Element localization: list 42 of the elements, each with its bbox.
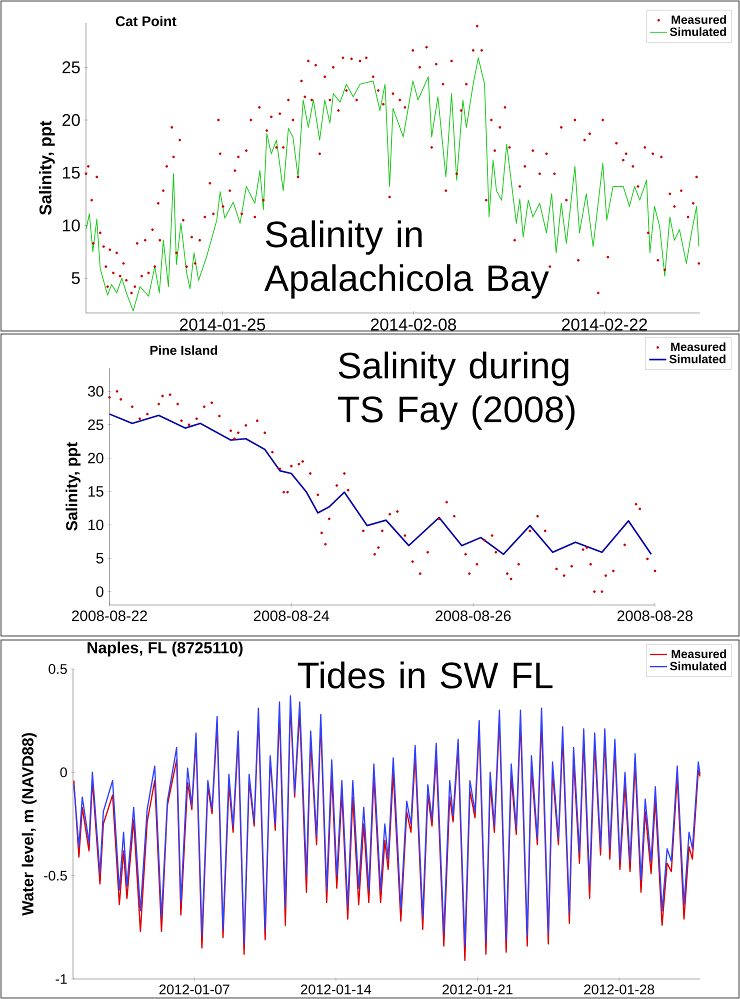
y-tick-label: 25: [62, 61, 80, 74]
y-tick-label: 20: [88, 452, 104, 464]
x-tick-label: 2014-02-22: [562, 318, 647, 331]
y-tick-label: 0.5: [48, 664, 67, 674]
annotation: Salinity in Apalachicola Bay: [264, 220, 549, 299]
y-tick-label: 25: [88, 419, 104, 430]
annotation: Salinity during TS Fay (2008): [338, 352, 575, 430]
x-tick-label: 2012-01-14: [300, 984, 372, 994]
y-tick-label: 0: [96, 586, 104, 597]
y-tick-label: 15: [62, 166, 80, 179]
y-tick-label: -0.5: [44, 870, 67, 881]
x-tick-label: 2008-08-22: [72, 610, 147, 622]
x-tick-label: 2012-01-21: [442, 984, 512, 994]
x-tick-label: 2012-01-28: [584, 984, 654, 994]
y-axis-title: Water level, m (NAVD88): [22, 733, 37, 916]
legend-label: Simulated: [669, 354, 726, 364]
y-tick-label: 5: [72, 272, 80, 284]
legend-label: Measured: [672, 649, 726, 658]
x-tick-label: 2014-02-08: [371, 318, 456, 331]
x-tick-label: 2008-08-26: [436, 610, 511, 622]
legend-label: Measured: [672, 15, 726, 24]
y-tick-label: 5: [96, 553, 104, 564]
x-tick-label: 2008-08-28: [618, 610, 693, 622]
chart-title: Pine Island: [150, 345, 218, 355]
annotation: Tides in SW FL: [298, 661, 552, 689]
chart-title: Naples, FL (8725110): [88, 642, 243, 657]
y-tick-label: 30: [88, 386, 104, 397]
y-tick-label: 15: [88, 486, 104, 497]
y-tick-label: 0: [60, 767, 67, 778]
legend-label: Simulated: [670, 662, 726, 670]
x-tick-label: 2014-01-25: [180, 318, 266, 331]
chart-title: Cat Point: [116, 16, 176, 26]
x-tick-label: 2012-01-07: [159, 984, 230, 994]
x-tick-label: 2008-08-24: [254, 610, 330, 622]
y-tick-label: 10: [62, 219, 80, 232]
legend-label: Simulated: [670, 27, 726, 36]
y-tick-label: 10: [88, 520, 104, 530]
y-tick-label: 20: [62, 114, 80, 126]
legend-label: Measured: [671, 342, 726, 352]
y-axis-title: Salinity, ppt: [39, 120, 55, 215]
y-axis-title: Salinity, ppt: [66, 442, 81, 531]
y-tick-label: -1: [56, 974, 67, 984]
